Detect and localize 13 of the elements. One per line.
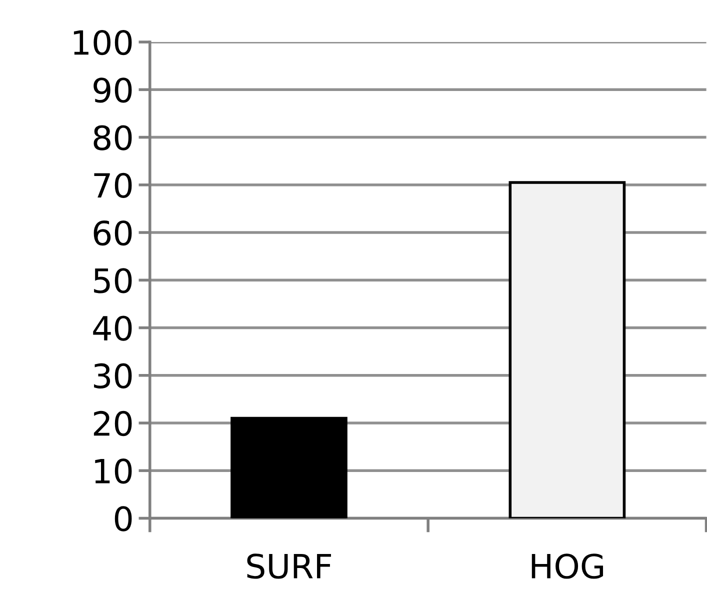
y-tick-label: 100 <box>74 30 132 56</box>
x-tick-label: HOG <box>532 554 604 579</box>
y-tick-label: 70 <box>94 172 132 198</box>
y-tick-label: 80 <box>94 125 132 150</box>
y-tick-label: 20 <box>94 410 132 436</box>
y-tick-label: 50 <box>94 268 132 294</box>
y-tick-label: 40 <box>93 316 132 341</box>
y-tick-label: 60 <box>94 220 132 246</box>
y-tick-label: 10 <box>95 458 132 484</box>
y-tick-label: 30 <box>94 363 132 389</box>
x-tick-label: SURF <box>247 554 331 579</box>
y-tick-label: 90 <box>94 78 132 103</box>
y-tick-label: 0 <box>114 506 132 532</box>
